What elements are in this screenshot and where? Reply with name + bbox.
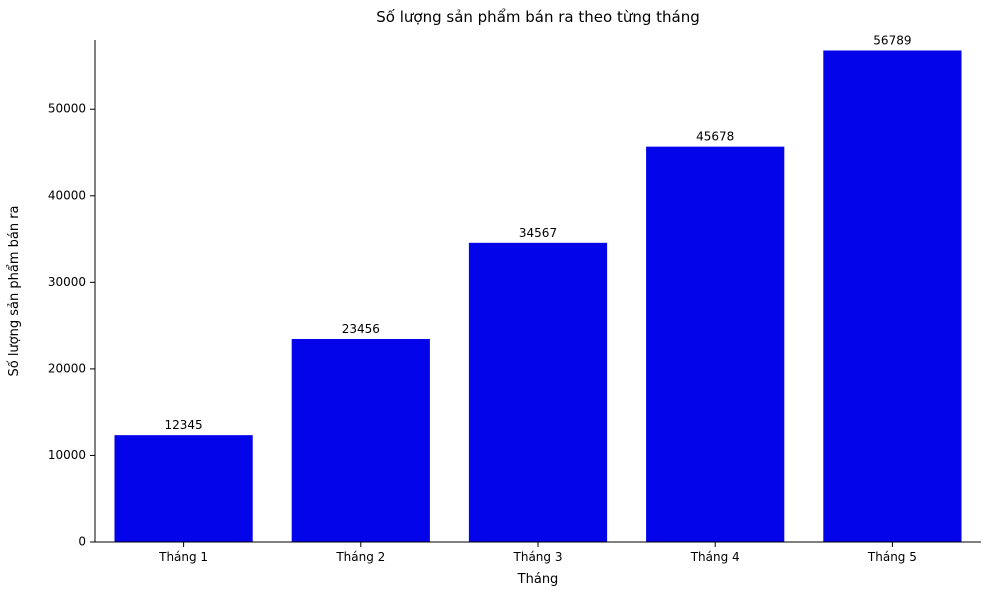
chart-title: Số lượng sản phẩm bán ra theo từng tháng [376, 8, 699, 26]
bar-value-label: 12345 [165, 418, 203, 432]
bar [114, 435, 252, 542]
y-tick-label: 50000 [48, 102, 86, 116]
bar [469, 243, 607, 542]
x-tick-label: Tháng 5 [867, 550, 917, 564]
y-tick-label: 10000 [48, 448, 86, 462]
bar-value-label: 45678 [696, 130, 734, 144]
bar [292, 339, 430, 542]
x-tick-label: Tháng 3 [513, 550, 563, 564]
x-tick-label: Tháng 4 [690, 550, 740, 564]
chart-container: 12345 23456 34567 45678 56789 0 10000 20000 3000… [0, 0, 1001, 597]
bar [823, 50, 961, 542]
y-axis-label: Số lượng sản phẩm bán ra [7, 205, 22, 376]
bar-chart: 12345 23456 34567 45678 56789 0 10000 20000 3000… [0, 0, 1001, 597]
y-tick-label: 0 [78, 535, 86, 549]
bar-value-label: 34567 [519, 226, 557, 240]
x-tick-label: Tháng 1 [158, 550, 208, 564]
y-tick-label: 30000 [48, 275, 86, 289]
bar [646, 147, 784, 542]
x-tick-label: Tháng 2 [335, 550, 385, 564]
x-axis-label: Tháng [517, 572, 559, 587]
y-tick-label: 20000 [48, 361, 86, 375]
bar-value-label: 56789 [873, 33, 911, 47]
bar-value-label: 23456 [342, 322, 380, 336]
y-tick-label: 40000 [48, 188, 86, 202]
